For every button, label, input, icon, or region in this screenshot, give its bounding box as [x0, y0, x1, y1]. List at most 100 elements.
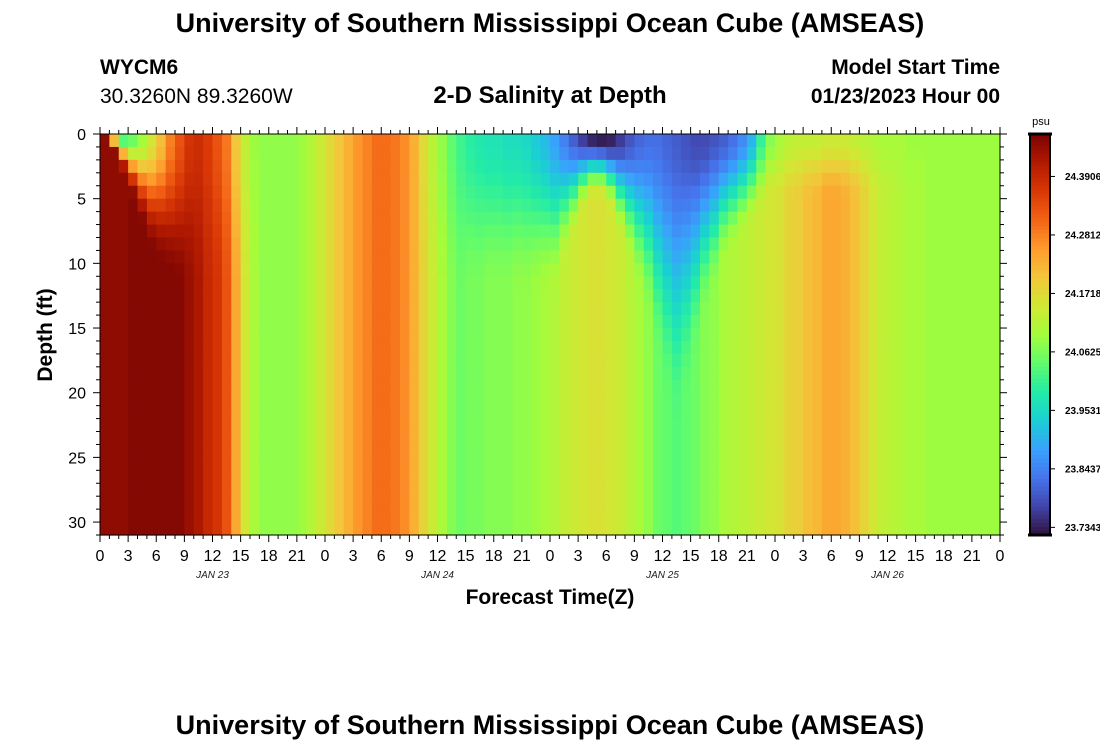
heatmap-cell [268, 340, 279, 355]
heatmap-cell [765, 198, 776, 213]
heatmap-cell [175, 353, 185, 368]
heatmap-cell [906, 509, 917, 523]
heatmap-cell [109, 315, 120, 329]
heatmap-cell [840, 353, 851, 368]
heatmap-cell [409, 315, 420, 329]
heatmap-cell [925, 302, 935, 316]
heatmap-cell [296, 250, 307, 264]
heatmap-cell [587, 159, 598, 174]
heatmap-cell [550, 172, 560, 187]
heatmap-cell [371, 250, 382, 264]
heatmap-cell [596, 457, 607, 471]
heatmap-cell [343, 315, 354, 329]
heatmap-cell [521, 211, 532, 226]
heatmap-cell [146, 328, 157, 342]
heatmap-cell [100, 496, 110, 510]
colorbar-tick-label: 24.0625 [1065, 347, 1100, 358]
heatmap-cell [681, 392, 692, 407]
colorbar-segment [1030, 502, 1050, 508]
heatmap-cell [531, 276, 542, 290]
heatmap-cell [671, 289, 682, 303]
colorbar-tick-label: 23.8437 [1065, 464, 1100, 475]
heatmap-cell [446, 457, 457, 471]
heatmap-cell [625, 366, 635, 381]
heatmap-cell [887, 211, 898, 226]
heatmap-cell [915, 159, 926, 174]
heatmap-cell [718, 405, 729, 420]
heatmap-cell [531, 250, 542, 264]
colorbar-labels: 24.390624.281224.171824.062523.953123.84… [1065, 172, 1100, 534]
heatmap-cell [606, 159, 617, 174]
heatmap-cell [981, 496, 992, 510]
heatmap-cell [840, 470, 851, 484]
heatmap-cell [925, 263, 935, 277]
heatmap-cell [193, 328, 204, 342]
heatmap-cell [868, 392, 879, 407]
heatmap-cell [559, 496, 570, 510]
heatmap-cell [934, 224, 945, 239]
heatmap-cell [606, 134, 617, 148]
heatmap-cell [484, 418, 495, 433]
heatmap-cell [653, 172, 664, 187]
heatmap-cell [137, 146, 148, 161]
heatmap-cell [212, 418, 223, 433]
heatmap-cell [371, 483, 382, 497]
heatmap-cell [400, 224, 410, 239]
heatmap-cell [784, 457, 795, 471]
heatmap-cell [690, 315, 701, 329]
model-start-value: 01/23/2023 Hour 00 [810, 85, 1000, 108]
heatmap-cell [737, 444, 748, 458]
heatmap-cell [915, 509, 926, 523]
heatmap-cell [100, 353, 110, 368]
heatmap-cell [362, 509, 373, 523]
heatmap-cell [212, 457, 223, 471]
heatmap-cell [596, 366, 607, 381]
heatmap-cell [615, 457, 626, 471]
heatmap-cell [793, 250, 804, 264]
heatmap-cell [212, 444, 223, 458]
heatmap-cell [278, 392, 289, 407]
heatmap-cell [540, 418, 551, 433]
heatmap-cell [259, 431, 270, 446]
heatmap-cell [784, 405, 795, 420]
heatmap-cell [728, 444, 739, 458]
heatmap-cell [353, 418, 364, 433]
heatmap-cell [315, 418, 326, 433]
heatmap-cell [990, 146, 1001, 161]
heatmap-cell [831, 302, 842, 316]
heatmap-cell [709, 211, 720, 226]
heatmap-cell [709, 379, 720, 394]
heatmap-cell [503, 250, 514, 264]
heatmap-cell [990, 405, 1001, 420]
heatmap-cell [315, 496, 326, 510]
heatmap-cell [578, 302, 589, 316]
colorbar-segment [1030, 414, 1050, 420]
heatmap-cell [765, 302, 776, 316]
heatmap-cell [906, 379, 917, 394]
heatmap-cell [700, 276, 710, 290]
heatmap-cell [118, 276, 129, 290]
heatmap-cell [634, 340, 645, 355]
heatmap-cell [775, 134, 785, 148]
heatmap-cell [859, 405, 870, 420]
heatmap-cell [287, 405, 298, 420]
heatmap-cell [390, 134, 401, 148]
heatmap-cell [625, 185, 635, 200]
heatmap-cell [887, 470, 898, 484]
heatmap-cell [400, 198, 410, 213]
heatmap-cell [906, 134, 917, 148]
heatmap-cell [559, 315, 570, 329]
heatmap-cell [887, 198, 898, 213]
heatmap-cell [221, 250, 232, 264]
heatmap-cell [803, 276, 814, 290]
heatmap-cell [775, 379, 785, 394]
heatmap-cell [418, 146, 429, 161]
heatmap-cell [578, 496, 589, 510]
heatmap-cell [484, 237, 495, 252]
heatmap-cell [146, 237, 157, 252]
heatmap-cell [653, 470, 664, 484]
heatmap-cell [812, 483, 823, 497]
heatmap-cell [887, 496, 898, 510]
heatmap-cell [315, 522, 326, 536]
heatmap-cell [625, 159, 635, 174]
